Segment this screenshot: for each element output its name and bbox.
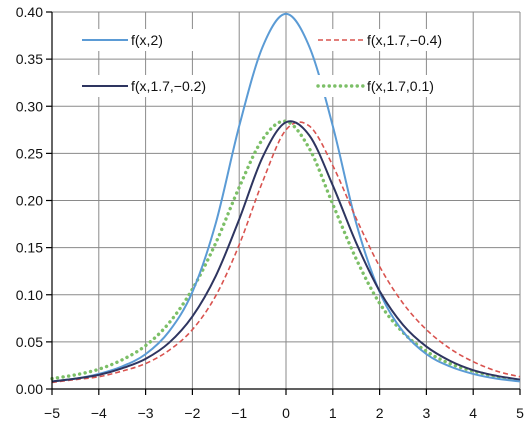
legend-label-2: f(x,1.7,−0.4) [367,32,442,48]
series-line-3 [51,120,521,383]
x-tick-label: −4 [91,405,107,421]
x-tick-label: 1 [329,405,337,421]
y-tick-label: 0.30 [16,98,43,114]
y-tick-label: 0.40 [16,4,43,20]
legend-label-1: f(x,2) [131,32,163,48]
y-tick-label: 0.10 [16,287,43,303]
y-tick-label: 0.35 [16,51,43,67]
y-tick-label: 0.05 [16,334,43,350]
x-tick-label: −5 [44,405,60,421]
legend-label-4: f(x,1.7,0.1) [367,78,434,94]
x-tick-label: 2 [376,405,384,421]
legend-label-3: f(x,1.7,−0.2) [131,78,206,94]
legend: f(x,2) f(x,1.7,−0.4) f(x,1.7,−0.2) f(x,1.7,… [78,29,464,97]
x-tick-label: 4 [469,405,477,421]
plot-lines [50,12,522,384]
series-line-2 [51,121,521,384]
axes: −5 −4 −3 −2 −1 0 1 2 3 4 5 0.00 0.05 0.10 0.15 0.20 0.25… [16,4,524,421]
x-tick-label: 0 [282,405,290,421]
x-tick-label: −3 [138,405,154,421]
legend-background [78,29,228,51]
legend-background [78,75,228,97]
x-tick-label: −2 [184,405,200,421]
x-tick-label: −1 [231,405,247,421]
x-tick-label: 3 [423,405,431,421]
y-tick-label: 0.15 [16,240,43,256]
y-tick-label: 0.20 [16,193,43,209]
series-line-1 [51,12,521,383]
x-tick-label: 5 [516,405,524,421]
y-tick-label: 0.25 [16,145,43,161]
legend-background [314,75,464,97]
legend-background [314,29,464,51]
y-tick-label: 0.00 [16,381,43,397]
grid [51,11,521,390]
